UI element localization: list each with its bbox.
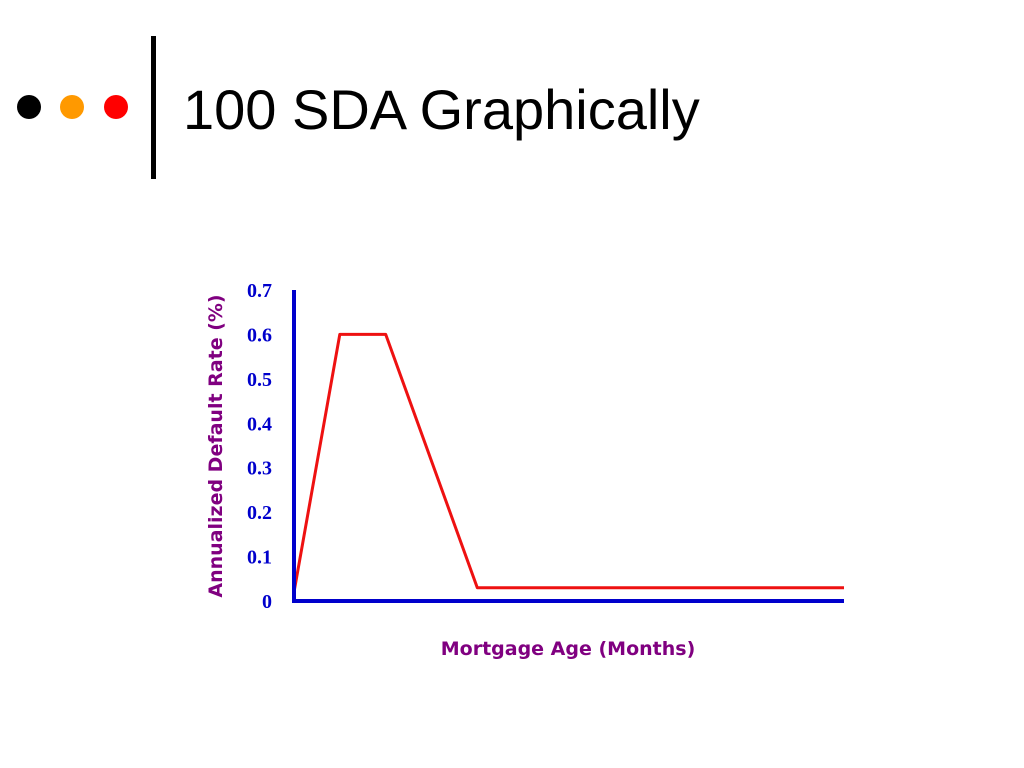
y-tick-label: 0.6: [247, 324, 272, 346]
series-line: [292, 332, 844, 593]
y-tick-label: 0.7: [247, 280, 272, 302]
y-tick-label: 0.4: [247, 413, 272, 435]
y-tick-label: 0.3: [247, 458, 272, 480]
y-axis-title: Annualized Default Rate (%): [205, 294, 227, 597]
y-tick-label: 0: [262, 591, 272, 613]
y-tick-label: 0.5: [247, 369, 272, 391]
bullet-dot-orange: [60, 95, 84, 119]
y-tick-label: 0.2: [247, 502, 272, 524]
x-axis-title: Mortgage Age (Months): [441, 638, 696, 660]
bullet-dot-red: [104, 95, 128, 119]
bullet-dot-black: [17, 95, 41, 119]
title-divider: [151, 36, 156, 179]
y-tick-label: 0.1: [247, 547, 272, 569]
y-tick-labels: 0 0.1 0.2 0.3 0.4 0.5 0.6 0.7: [247, 280, 272, 613]
slide-title: 100 SDA Graphically: [183, 78, 700, 141]
